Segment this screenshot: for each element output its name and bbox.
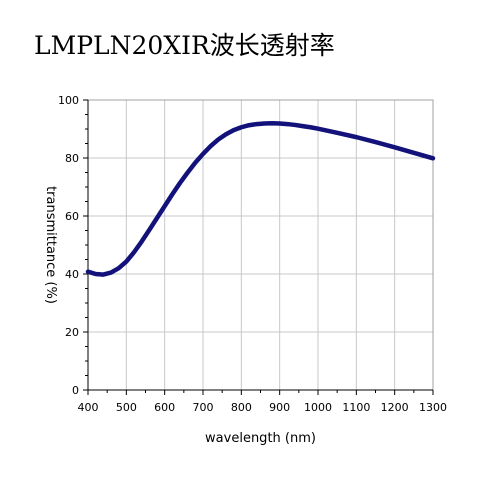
series-line bbox=[85, 120, 436, 277]
y-tick-label: 20 bbox=[65, 326, 79, 339]
x-axis-title: wavelength (nm) bbox=[205, 431, 316, 446]
x-tick-label: 1300 bbox=[419, 401, 447, 414]
page-title: LMPLN20XIR波长透射率 bbox=[34, 31, 335, 60]
x-tick-label: 900 bbox=[269, 401, 290, 414]
y-tick-label: 60 bbox=[65, 210, 79, 223]
y-tick-label: 80 bbox=[65, 152, 79, 165]
x-tick-label: 800 bbox=[231, 401, 252, 414]
x-tick-label: 1000 bbox=[304, 401, 332, 414]
axes bbox=[83, 99, 434, 395]
y-tick-label: 40 bbox=[65, 268, 79, 281]
x-tick-label: 400 bbox=[78, 401, 99, 414]
tick-labels: 0 20 40 60 80 100 400 500 600 700 800 900 1000 1100 12… bbox=[58, 94, 447, 414]
x-tick-label: 700 bbox=[193, 401, 214, 414]
y-tick-label: 100 bbox=[58, 94, 79, 107]
x-tick-label: 500 bbox=[116, 401, 137, 414]
x-tick-label: 600 bbox=[154, 401, 175, 414]
y-tick-label: 0 bbox=[72, 384, 79, 397]
x-tick-label: 1100 bbox=[342, 401, 370, 414]
y-axis-title: transmittance (%) bbox=[43, 186, 58, 304]
x-tick-label: 1200 bbox=[381, 401, 409, 414]
